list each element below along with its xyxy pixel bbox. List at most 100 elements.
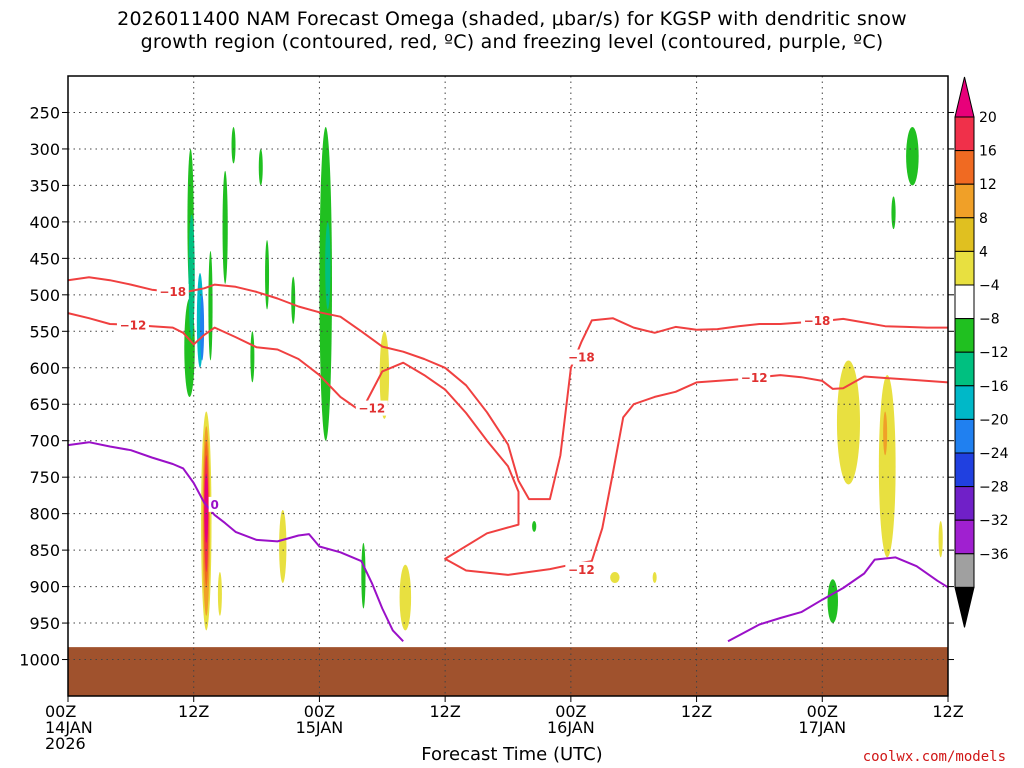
colorbar-top-arrow	[954, 76, 975, 118]
x-tick-label-24-0: 00Z	[304, 702, 335, 721]
omega-patch-8	[258, 148, 263, 186]
y-tick-label-900: 900	[29, 578, 60, 597]
omega-patch-24	[532, 520, 537, 532]
y-tick-label-300: 300	[29, 140, 60, 159]
omega-shading-layer	[184, 127, 943, 631]
colorbar-swatch-9	[954, 418, 975, 454]
y-tick-label-850: 850	[29, 541, 60, 560]
y-tick-label-250: 250	[29, 103, 60, 122]
y-tick-label-400: 400	[29, 213, 60, 232]
x-tick-label-84-0: 12Z	[932, 702, 963, 721]
y-tick-label-550: 550	[29, 322, 60, 341]
freezing-contour-label: 0	[210, 498, 218, 512]
colorbar-swatch-1	[954, 150, 975, 185]
omega-patch-18	[204, 473, 209, 543]
colorbar-label-9: −20	[979, 412, 1009, 428]
y-tick-label-950: 950	[29, 614, 60, 633]
x-tick-label-72-1: 17JAN	[798, 718, 846, 737]
dgz-contour-label-5: −12	[741, 371, 768, 385]
credit-link[interactable]: coolwx.com/models	[862, 749, 1006, 765]
x-tick-label-72-0: 00Z	[807, 702, 838, 721]
dgz-label-bg-6	[801, 313, 834, 329]
y-tick-label-700: 700	[29, 432, 60, 451]
colorbar-swatch-12	[954, 519, 975, 555]
colorbar-swatch-4	[954, 250, 975, 286]
x-tick-label-0-1: 14JAN	[45, 718, 93, 737]
colorbar-swatch-10	[954, 452, 975, 488]
colorbar-label-11: −28	[979, 480, 1009, 496]
x-tick-label-48-1: 16JAN	[547, 718, 595, 737]
omega-patch-27	[836, 360, 860, 485]
grid-layer	[68, 76, 948, 696]
x-tick-label-24-1: 15JAN	[296, 718, 344, 737]
colorbar-label-2: 12	[979, 177, 997, 193]
x-tick-label-60-0: 12Z	[681, 702, 712, 721]
omega-patch-13	[250, 331, 255, 383]
y-tick-label-500: 500	[29, 286, 60, 305]
colorbar-label-5: −4	[979, 278, 1000, 294]
dgz-contour-1	[67, 312, 949, 576]
x-tick-label-36-0: 12Z	[429, 702, 460, 721]
omega-patch-30	[938, 520, 943, 558]
y-tick-label-750: 750	[29, 468, 60, 487]
dgz-contour-label-2: −12	[358, 402, 385, 416]
colorbar-swatch-5	[954, 284, 975, 320]
freezing-contour-1	[727, 556, 949, 643]
colorbar-bottom-arrow	[954, 586, 975, 628]
dgz-contour-label-1: −12	[120, 318, 147, 332]
colorbar-swatch-13	[954, 553, 975, 588]
omega-patch-32	[906, 127, 919, 186]
colorbar: 20 16 12 8 4 −4 −8 −12 −16 −20 −24 −28 −32 −36	[954, 76, 1009, 628]
chart-title-line-2: growth region (contoured, red, ºC) and f…	[140, 31, 884, 53]
omega-patch-6	[231, 127, 236, 164]
ground-fill	[68, 647, 948, 696]
omega-patch-5	[208, 251, 213, 361]
colorbar-swatch-11	[954, 486, 975, 521]
omega-patch-28	[878, 375, 896, 558]
colorbar-label-6: −8	[979, 312, 1000, 328]
x-tick-label-48-0: 00Z	[555, 702, 586, 721]
colorbar-swatch-3	[954, 217, 975, 252]
omega-patch-7	[222, 170, 228, 284]
x-axis-label: Forecast Time (UTC)	[421, 744, 603, 765]
y-tick-label-450: 450	[29, 249, 60, 268]
dgz-label-bg-0	[156, 283, 189, 299]
chart-title-line-1: 2026011400 NAM Forecast Omega (shaded, μ…	[117, 8, 907, 30]
omega-patch-23	[361, 542, 366, 609]
omega-patch-21	[379, 331, 390, 419]
dgz-contour-label-6: −18	[804, 314, 831, 328]
omega-patch-9	[265, 240, 270, 310]
omega-patch-22	[399, 564, 412, 631]
dgz-label-bg-4	[565, 561, 598, 577]
omega-patch-26	[652, 572, 657, 583]
colorbar-label-10: −24	[979, 446, 1009, 462]
omega-patch-20	[279, 510, 287, 583]
omega-patch-2	[188, 214, 195, 339]
colorbar-label-4: 4	[979, 244, 988, 260]
freezing-label-bg	[208, 496, 221, 512]
y-tick-label-650: 650	[29, 395, 60, 414]
x-tick-label-12-0: 12Z	[178, 702, 209, 721]
omega-patch-12	[325, 221, 331, 310]
chart-title: 2026011400 NAM Forecast Omega (shaded, μ…	[0, 8, 1024, 54]
y-tick-label-800: 800	[29, 505, 60, 524]
colorbar-swatch-0	[954, 116, 975, 152]
omega-patch-25	[610, 572, 620, 583]
colorbar-label-13: −36	[979, 547, 1009, 563]
y-tick-label-600: 600	[29, 359, 60, 378]
plot-frame	[67, 75, 949, 697]
omega-patch-33	[891, 196, 896, 230]
dgz-label-bg-3	[565, 349, 598, 365]
omega-patch-4	[200, 294, 205, 361]
dgz-contour-label-4: −12	[568, 563, 595, 577]
colorbar-label-7: −12	[979, 345, 1009, 361]
omega-patch-31	[827, 579, 838, 624]
colorbar-label-1: 16	[979, 144, 997, 160]
dgz-contour-label-3: −18	[568, 351, 595, 365]
freezing-contour-0	[67, 441, 404, 642]
contour-layer: −18 −12 −12 −18 −12 −12 −18 0	[67, 276, 949, 643]
dgz-contour-0	[67, 276, 948, 501]
colorbar-swatch-2	[954, 183, 975, 219]
x-tick-label-0-2: 2026	[45, 734, 86, 753]
omega-patch-19	[217, 572, 222, 616]
